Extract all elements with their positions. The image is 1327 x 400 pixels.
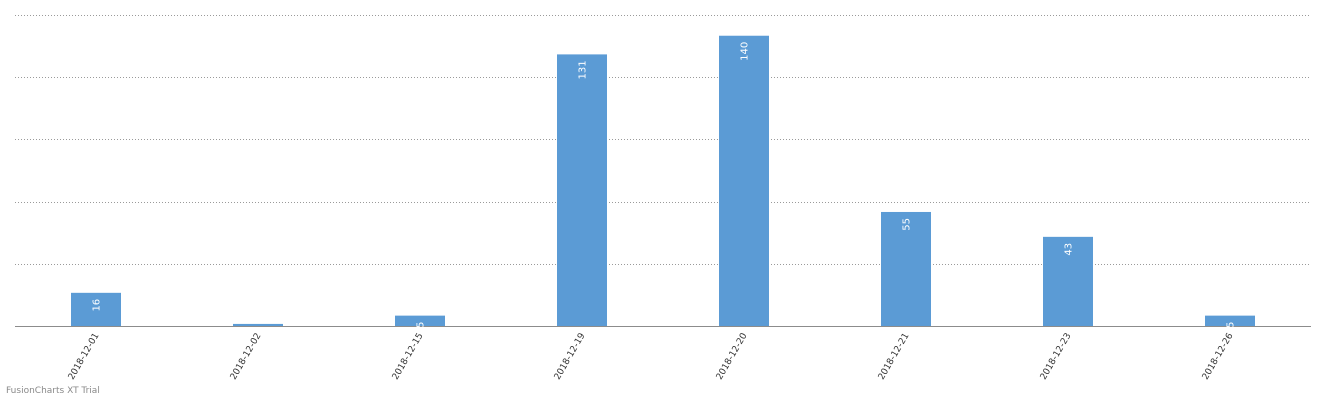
bar-2018-12-20[interactable] — [719, 35, 769, 326]
bar-2018-12-15[interactable] — [395, 315, 445, 326]
value-label: 43 — [1064, 243, 1075, 256]
x-tick-label: 2018-12-02 — [229, 332, 264, 382]
bar-2018-12-26[interactable] — [1205, 315, 1255, 326]
value-label: 55 — [902, 218, 913, 231]
x-tick-label: 2018-12-23 — [1039, 332, 1074, 382]
x-tick-label: 2018-12-20 — [715, 331, 750, 382]
bar-2018-12-02[interactable] — [233, 323, 283, 326]
bar-2018-12-23[interactable] — [1043, 236, 1093, 326]
value-label: 5 — [1226, 322, 1237, 328]
x-axis-labels: 2018-12-01 2018-12-02 2018-12-15 2018-12-19… — [67, 331, 1236, 382]
bar-2018-12-01[interactable] — [71, 292, 121, 326]
value-label: 5 — [416, 322, 427, 328]
value-label: 140 — [740, 42, 751, 61]
gridlines — [15, 15, 1311, 265]
x-tick-label: 2018-12-15 — [391, 332, 426, 382]
value-label: 131 — [578, 60, 589, 79]
value-label: 16 — [92, 299, 103, 312]
watermark: FusionCharts XT Trial — [6, 386, 100, 396]
x-tick-label: 2018-12-01 — [67, 332, 102, 382]
x-tick-label: 2018-12-21 — [877, 332, 912, 382]
value-labels: 16 5 131 140 55 43 5 — [92, 42, 1237, 328]
bar-2018-12-21[interactable] — [881, 211, 931, 326]
x-tick-label: 2018-12-26 — [1201, 331, 1236, 382]
x-tick-label: 2018-12-19 — [553, 331, 588, 382]
bars — [71, 35, 1255, 326]
bar-2018-12-19[interactable] — [557, 54, 607, 326]
